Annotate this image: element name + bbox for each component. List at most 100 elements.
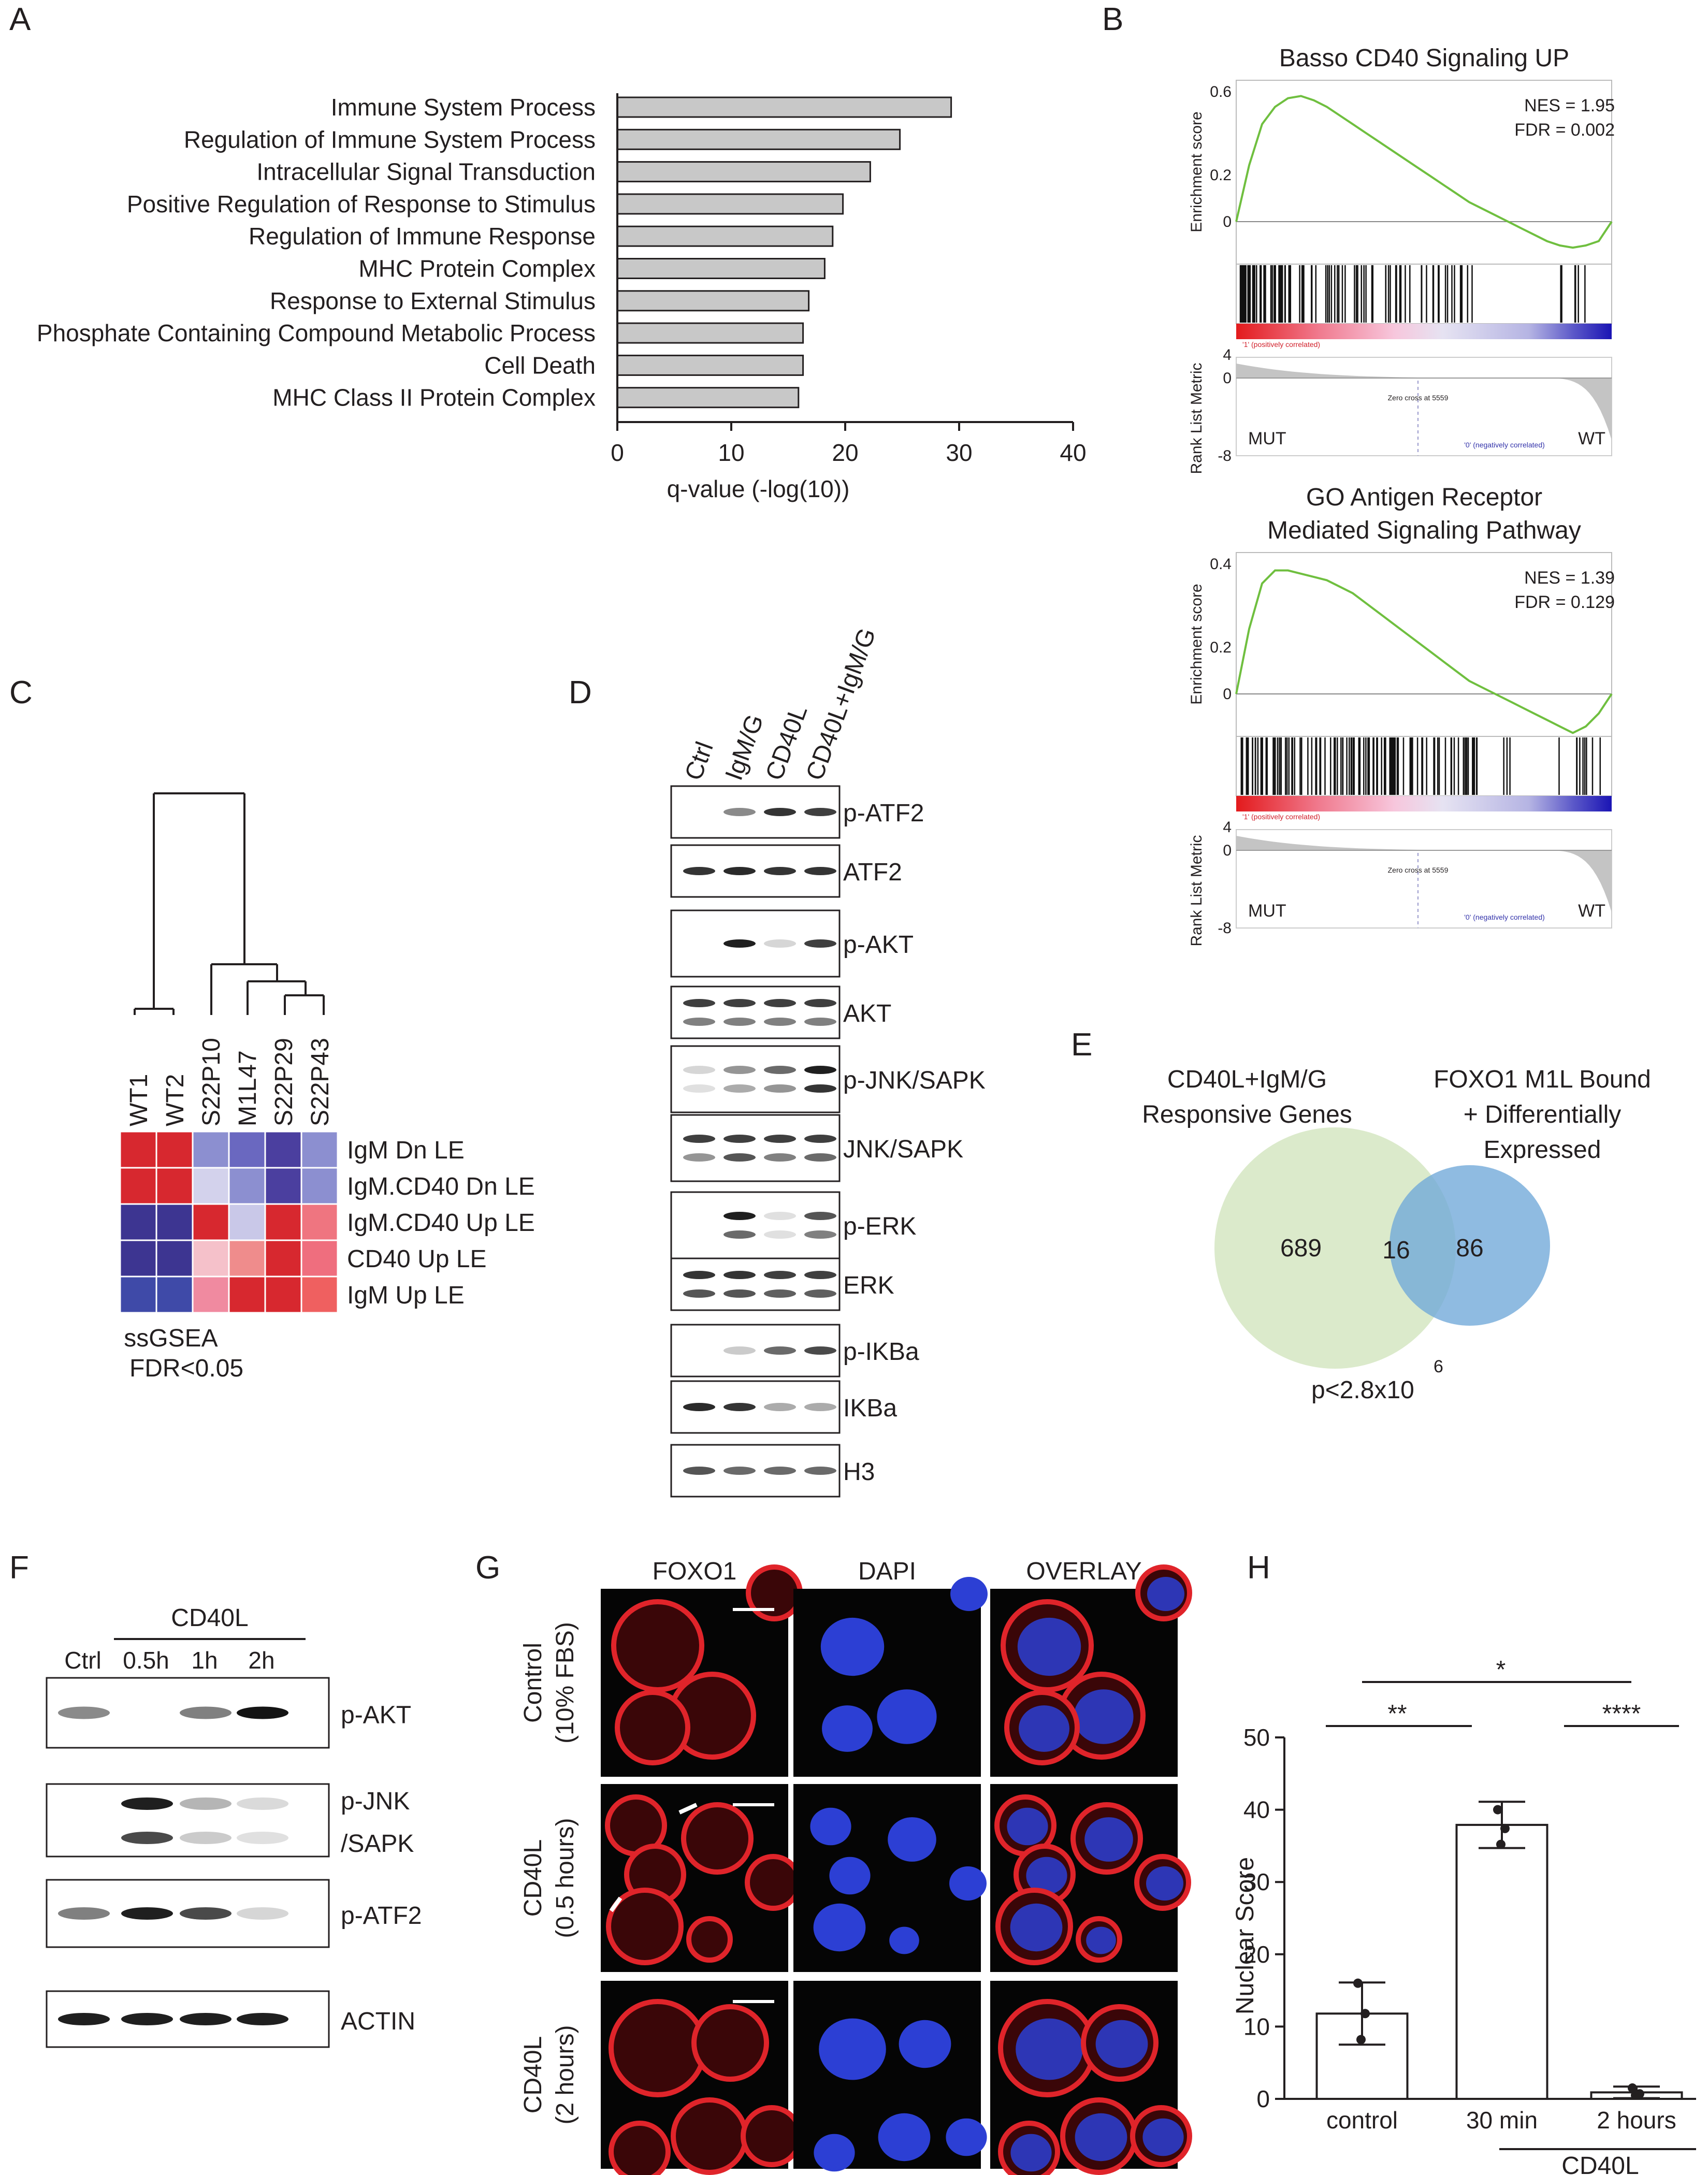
blot-band (723, 999, 756, 1007)
x-tick-label: 30 (946, 439, 972, 466)
blot-label: IKBa (843, 1395, 897, 1422)
blot-label: JNK/SAPK (843, 1136, 963, 1163)
blot-band (683, 1066, 715, 1074)
es-axis-label: Enrichment score (1188, 111, 1205, 232)
heatmap-cell (264, 1275, 302, 1314)
blot-label: ACTIN (341, 2008, 415, 2035)
blot-band (804, 1271, 836, 1279)
bar-9 (616, 354, 804, 376)
blot-label: ERK (843, 1272, 894, 1299)
heatmap-cell (155, 1130, 194, 1169)
gsea-plot-basso-cd40: Basso CD40 Signaling UP Enrichment score 0… (1188, 45, 1615, 474)
blot-label: p-ERK (843, 1213, 916, 1240)
panel-label-f: F (9, 1550, 29, 1586)
rank-axis-label: Rank List Metric (1188, 835, 1205, 946)
data-point (1353, 1978, 1363, 1988)
x-category-label: control (1326, 2107, 1398, 2134)
x-tick-label: 0 (611, 439, 624, 466)
foxo1-cell (671, 2097, 748, 2175)
foxo1-cell (686, 1916, 733, 1963)
dapi-nucleus (810, 1807, 851, 1846)
panel-g-microscopy: FOXO1 DAPI OVERLAY Control (10% FBS)CD40L (0… (519, 1558, 1192, 2175)
heatmap-cell (300, 1275, 339, 1314)
es-axis-label: Enrichment score (1188, 584, 1205, 704)
heatmap-cell (264, 1167, 302, 1205)
blot-band (804, 939, 836, 948)
data-point (1631, 2091, 1640, 2100)
bar-5 (616, 225, 834, 247)
zero-cross-label: Zero cross at 5559 (1388, 866, 1449, 874)
bar-30-min (1455, 1823, 1548, 2100)
panel-c-row-labels: IgM Dn LE IgM.CD40 Dn LE IgM.CD40 Up LE CD4… (347, 1137, 535, 1309)
venn-left-circle (1214, 1127, 1456, 1369)
rank-axis-label: Rank List Metric (1188, 363, 1205, 474)
blot-band (804, 1212, 836, 1220)
dapi-nucleus (877, 1689, 937, 1744)
heatmap-column-label: S22P29 (270, 1038, 298, 1126)
blot-band (683, 1018, 715, 1026)
data-point (1360, 2009, 1370, 2019)
dapi-nucleus (813, 1903, 866, 1952)
sig-marker: ** (1387, 1700, 1407, 1728)
panel-a-x-axis-label: q-value (-log(10)) (667, 475, 850, 502)
left-group-label: MUT (1248, 429, 1286, 448)
panel-e-venn-diagram: CD40L+IgM/G Responsive Genes FOXO1 M1L B… (1142, 1066, 1651, 1404)
venn-p-value: p<2.8x10 (1311, 1376, 1414, 1404)
blot-band (683, 1403, 715, 1411)
y-tick-label: 30 (1243, 1868, 1270, 1895)
enrichment-curve (1235, 95, 1613, 249)
blot-band (683, 867, 715, 875)
blot-band (723, 939, 756, 948)
blot-band (683, 999, 715, 1007)
y-tick-label: 50 (1243, 1724, 1270, 1751)
dapi-nucleus (889, 1926, 919, 1954)
heatmap-cell (228, 1167, 266, 1205)
dapi-nucleus (949, 1866, 987, 1901)
es-tick-label: 0.2 (1210, 639, 1232, 656)
blot-label: p-JNK (341, 1788, 410, 1815)
dapi-nucleus (1007, 1807, 1048, 1846)
foxo1-cell (606, 1888, 684, 1965)
microscopy-tile-dapi-1 (793, 1589, 981, 1777)
blot-band (58, 2013, 110, 2025)
data-point (1493, 1805, 1502, 1815)
blot-band (764, 1066, 796, 1074)
heatmap-row-label: IgM.CD40 Up LE (347, 1209, 535, 1237)
bar-7 (616, 290, 810, 312)
gene-hit-ticks (1240, 737, 1601, 795)
blot-band (764, 939, 796, 948)
category-label: MHC Protein Complex (358, 255, 596, 282)
heatmap-cell (155, 1203, 194, 1241)
lane-label: 2h (248, 1647, 274, 1674)
es-tick-label: 0.2 (1210, 167, 1232, 184)
rank-tick-label: 0 (1223, 842, 1232, 859)
heatmap-row-label: CD40 Up LE (347, 1245, 486, 1273)
y-tick-label: 40 (1243, 1796, 1270, 1823)
dapi-nucleus (1026, 1857, 1067, 1895)
x-tick-label: 40 (1060, 439, 1086, 466)
x-tick-label: 20 (832, 439, 858, 466)
blot-band (764, 999, 796, 1007)
y-tick-label: 0 (1256, 2085, 1270, 2112)
dapi-nucleus (888, 1817, 936, 1862)
blot-strip-jnk-sapk (670, 1114, 841, 1182)
blot-band (764, 1230, 796, 1239)
blot-band (804, 1403, 836, 1411)
blot-band (121, 2013, 173, 2025)
heatmap-cell (155, 1239, 194, 1278)
blot-band (180, 1832, 231, 1844)
panel-label-d: D (569, 675, 592, 711)
blot-band (723, 1018, 756, 1026)
blot-band (764, 1212, 796, 1220)
blot-band (764, 1018, 796, 1026)
venn-left-title-line-1: CD40L+IgM/G (1167, 1066, 1327, 1093)
heatmap-cell (264, 1130, 302, 1169)
foxo1-cell (691, 2004, 769, 2082)
bar-2 (616, 128, 901, 150)
gsea-title-line: Mediated Signaling Pathway (1267, 517, 1581, 544)
heatmap-cell (155, 1275, 194, 1314)
